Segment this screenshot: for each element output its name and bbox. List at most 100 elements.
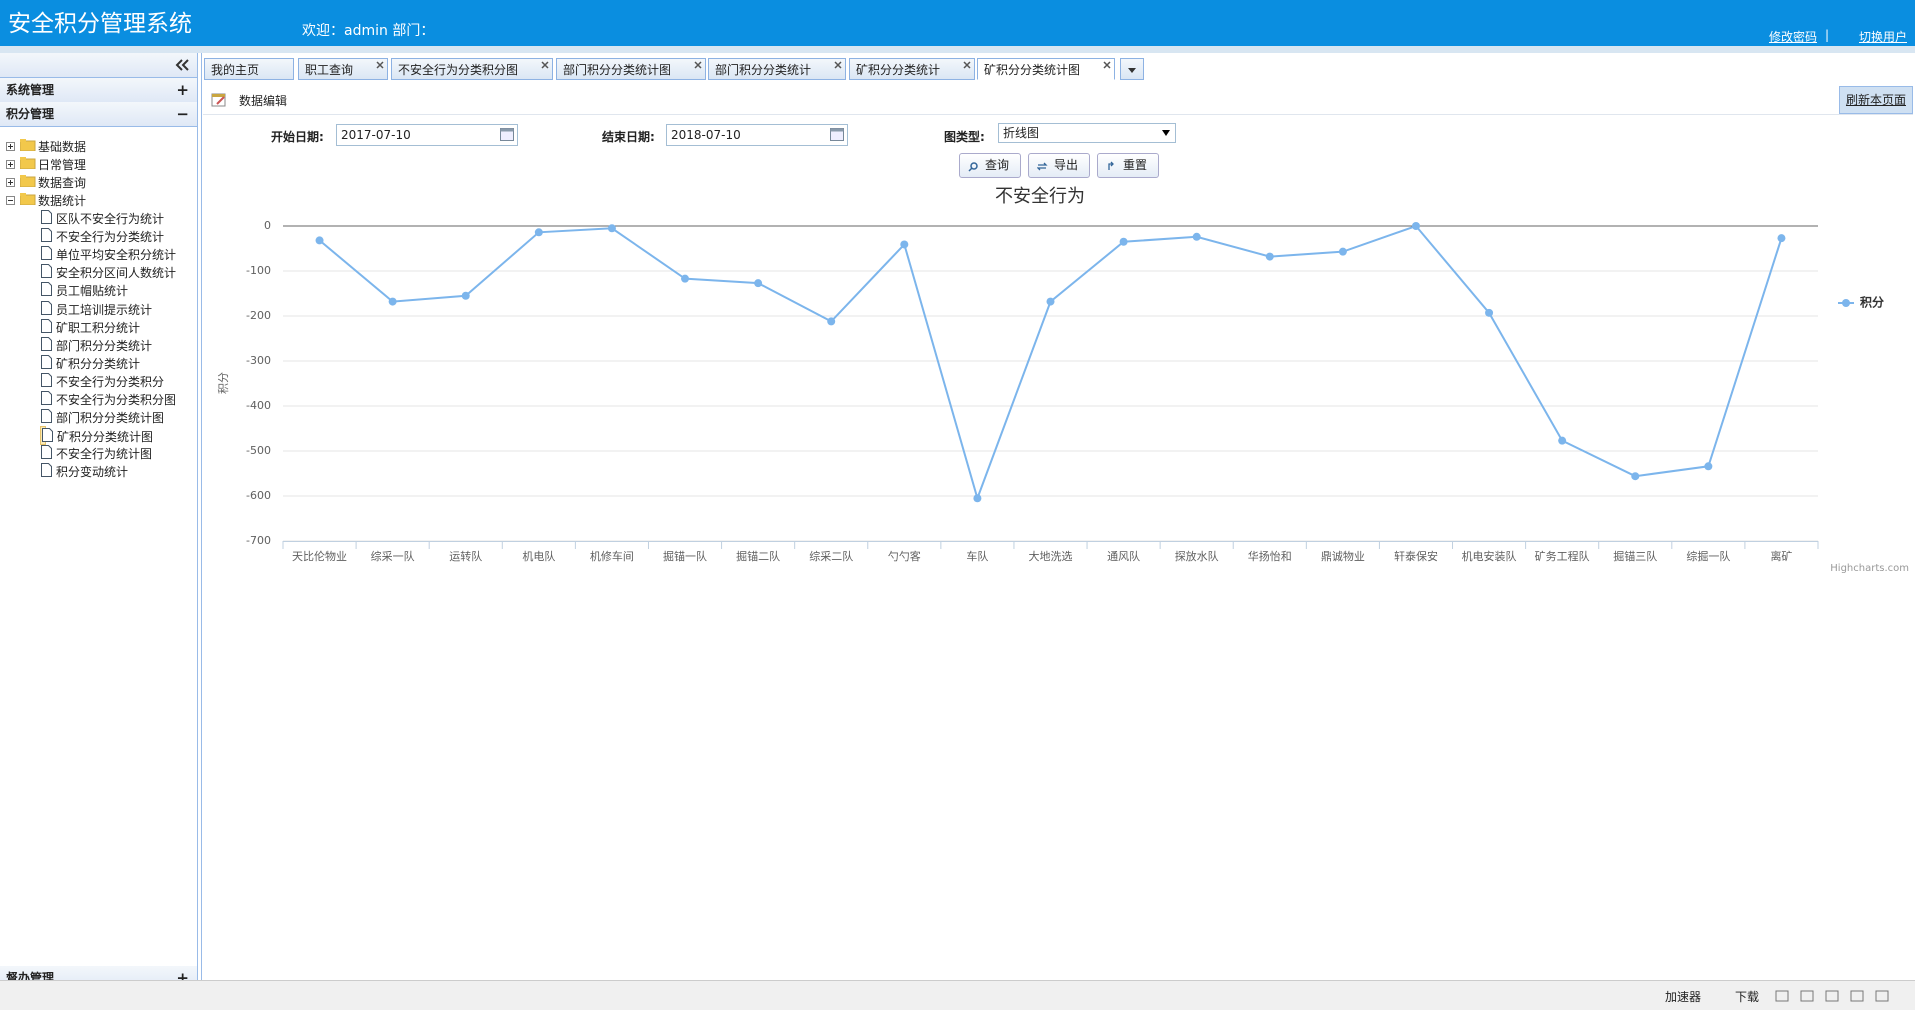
toolbar-title: 数据编辑 xyxy=(239,94,288,108)
doc-icon xyxy=(41,282,52,299)
app-title: 安全积分管理系统 xyxy=(8,11,192,37)
x-tick-label: 掘锚一队 xyxy=(663,549,707,563)
calendar-icon[interactable] xyxy=(500,128,514,141)
point xyxy=(607,224,616,233)
form-label: 结束日期: xyxy=(602,130,655,144)
chart-type-select[interactable]: 折线图 xyxy=(998,123,1176,143)
x-tick-label: 综掘一队 xyxy=(1686,549,1730,563)
tab[interactable]: 部门积分分类统计 xyxy=(708,58,846,80)
y-tick-label: -500 xyxy=(246,444,271,457)
x-tick-label: 机电安装队 xyxy=(1462,549,1517,563)
menu-header[interactable]: 积分管理 − xyxy=(0,102,197,127)
tab-close[interactable] xyxy=(541,61,549,69)
x-tick-label: 运转队 xyxy=(449,549,482,563)
tab-label: 职工查询 xyxy=(305,63,354,77)
tab-menu[interactable] xyxy=(1120,58,1144,80)
tab-close[interactable] xyxy=(1103,61,1111,69)
tree-label: 数据统计 xyxy=(38,194,87,208)
refresh-button[interactable]: 刷新本页面 xyxy=(1838,86,1913,114)
tree-label: 不安全行为分类统计 xyxy=(56,230,165,245)
menu-toggle[interactable]: + xyxy=(176,81,189,99)
x-tick-label: 掘锚二队 xyxy=(736,549,780,563)
button-label: 查询 xyxy=(984,158,1009,172)
status-item[interactable]: 下载 xyxy=(1735,990,1760,1004)
collapse-icon[interactable] xyxy=(175,59,189,71)
date-input[interactable]: 2018-07-10 xyxy=(666,124,848,146)
tree-label: 安全积分区间人数统计 xyxy=(56,266,177,281)
tab-close[interactable] xyxy=(694,61,702,69)
tab[interactable]: 我的主页 xyxy=(204,58,294,80)
tab-close[interactable] xyxy=(963,61,971,69)
tab-close[interactable] xyxy=(376,61,384,69)
tree-label: 不安全行为统计图 xyxy=(56,447,153,462)
sidebar: 系统管理 + 积分管理 − 督办管理 + 基础数据 日常管理 数据查询 数据统计 区队不安全行为统计… xyxy=(0,53,198,991)
chart-title: 不安全行为 xyxy=(995,186,1085,207)
expander[interactable] xyxy=(6,176,15,190)
doc-icon xyxy=(41,264,52,281)
expander[interactable] xyxy=(6,140,15,154)
tree-label: 矿积分分类统计 xyxy=(56,356,141,371)
tab[interactable]: 矿积分分类统计 xyxy=(849,58,975,80)
tab-close[interactable] xyxy=(834,61,842,69)
tab[interactable]: 矿积分分类统计图 xyxy=(977,58,1115,80)
x-tick-label: 勺勺客 xyxy=(888,549,921,563)
menu-header[interactable]: 系统管理 + xyxy=(0,78,197,103)
tree-label: 基础数据 xyxy=(38,140,87,154)
doc-icon xyxy=(41,336,52,354)
date-input[interactable]: 2017-07-10 xyxy=(336,124,518,146)
welcome: 欢迎：admin 部门： xyxy=(302,23,435,39)
status-item[interactable]: 加速器 xyxy=(1665,990,1702,1004)
status-icon[interactable] xyxy=(1875,989,1889,1002)
status-icon[interactable] xyxy=(1800,989,1814,1002)
point xyxy=(827,317,836,326)
y-tick-label: -400 xyxy=(246,399,271,412)
toolbar: 数据编辑 刷新本页面 xyxy=(203,86,1913,115)
doc-icon xyxy=(41,372,52,390)
x-tick-label: 综采二队 xyxy=(809,549,853,563)
calendar-icon[interactable] xyxy=(830,128,844,141)
doc-icon xyxy=(41,300,52,318)
x-tick-label: 探放水队 xyxy=(1175,549,1219,563)
form-label: 图类型: xyxy=(944,130,985,144)
tree-label: 不安全行为分类积分 xyxy=(56,374,165,389)
link[interactable]: 修改密码 xyxy=(1768,30,1817,44)
credits: Highcharts.com xyxy=(1830,563,1909,574)
doc-icon xyxy=(41,391,52,408)
tab[interactable]: 不安全行为分类积分图 xyxy=(391,58,553,80)
point xyxy=(1485,308,1494,317)
status-icon[interactable] xyxy=(1775,989,1789,1002)
tab[interactable]: 部门积分分类统计图 xyxy=(556,58,706,80)
status-icon[interactable] xyxy=(1850,989,1864,1002)
point xyxy=(973,494,982,503)
button[interactable]: 导出 xyxy=(1028,153,1090,178)
point xyxy=(1411,222,1420,230)
select-value: 折线图 xyxy=(1003,126,1040,140)
y-tick-label: -100 xyxy=(246,264,271,277)
button[interactable]: 查询 xyxy=(959,153,1021,178)
x-tick-label: 通风队 xyxy=(1107,549,1140,563)
x-tick-label: 华扬怡和 xyxy=(1248,549,1292,563)
date-value: 2017-07-10 xyxy=(341,128,411,142)
point xyxy=(534,228,543,237)
doc-icon xyxy=(41,210,52,227)
header-strip: 修改密码 | 切换用户 xyxy=(0,28,1915,53)
x-tick-label: 离矿 xyxy=(1770,549,1792,563)
tree-label: 积分变动统计 xyxy=(56,465,129,480)
tree-label: 日常管理 xyxy=(38,158,87,172)
tree-label: 矿职工积分统计 xyxy=(56,320,141,335)
point xyxy=(1631,472,1640,481)
tree-leaf[interactable]: 矿积分分类统计图 xyxy=(40,426,153,446)
legend-symbol xyxy=(1842,299,1850,307)
menu-toggle[interactable]: − xyxy=(176,105,189,123)
status-icon[interactable] xyxy=(1825,989,1839,1002)
point xyxy=(1265,252,1274,261)
expander[interactable] xyxy=(6,194,15,208)
button[interactable]: 重置 xyxy=(1097,153,1159,178)
expander[interactable] xyxy=(6,158,15,172)
x-tick-label: 轩泰保安 xyxy=(1394,549,1438,563)
link[interactable]: 切换用户 xyxy=(1858,30,1907,44)
tab[interactable]: 职工查询 xyxy=(298,58,388,80)
x-tick-label: 综采一队 xyxy=(371,549,415,563)
tree-label: 部门积分分类统计图 xyxy=(56,411,165,426)
